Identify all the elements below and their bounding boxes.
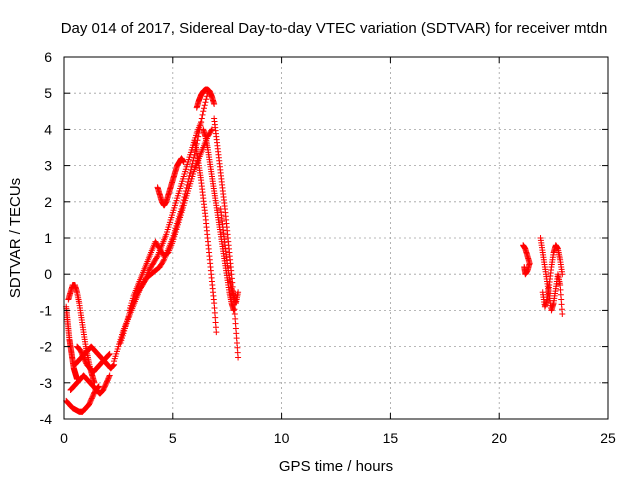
data-point: [200, 105, 207, 112]
x-tick-label: 10: [274, 430, 290, 446]
data-point: [195, 130, 202, 137]
data-point: [190, 154, 197, 161]
data-point: [559, 311, 566, 318]
y-tick-label: 4: [44, 121, 52, 137]
data-point: [109, 362, 116, 369]
series-rise-4: [154, 155, 187, 209]
data-point: [180, 158, 187, 165]
data-point: [191, 151, 198, 158]
data-point: [211, 101, 218, 108]
y-tick-label: -4: [40, 411, 53, 427]
data-point: [91, 379, 98, 386]
y-tick-label: 0: [44, 266, 52, 282]
data-point: [559, 271, 566, 278]
y-tick-label: -1: [40, 302, 53, 318]
y-tick-label: -3: [40, 375, 53, 391]
series-fall-2: [191, 137, 220, 336]
data-point: [153, 254, 160, 261]
series-night-a: [520, 242, 533, 278]
x-tick-label: 0: [60, 430, 68, 446]
series-fall-4: [217, 206, 242, 307]
data-marks: [63, 86, 566, 415]
data-point: [235, 354, 242, 361]
data-point: [160, 257, 167, 264]
data-point: [106, 350, 113, 357]
data-point: [110, 362, 117, 369]
y-tick-label: 1: [44, 230, 52, 246]
y-tick-label: 3: [44, 158, 52, 174]
data-point: [203, 96, 210, 103]
data-point: [197, 122, 204, 129]
data-point: [198, 115, 205, 122]
data-point: [106, 373, 113, 380]
data-point: [213, 329, 220, 336]
data-point: [186, 172, 193, 179]
grid: [64, 57, 608, 419]
x-tick-label: 5: [169, 430, 177, 446]
series-rise-1: [111, 119, 205, 365]
axis-ticks: 0 5 10 15 20 25 -4 -3 -2 -1 0 1 2 3 4 5 6: [40, 49, 616, 446]
data-point: [187, 169, 194, 176]
data-point: [235, 289, 242, 296]
series-track-c-left: [63, 303, 81, 383]
y-tick-label: -2: [40, 339, 53, 355]
data-point: [200, 108, 207, 115]
data-point: [74, 376, 81, 383]
data-point: [190, 157, 197, 164]
data-point: [195, 133, 202, 140]
x-axis-label: GPS time / hours: [279, 458, 393, 475]
data-point: [199, 111, 206, 118]
y-tick-label: 2: [44, 194, 52, 210]
data-point: [202, 99, 209, 106]
y-axis-label: SDTVAR / TECUs: [7, 178, 24, 298]
series-track-b-low: [67, 372, 113, 397]
chart-title: Day 014 of 2017, Sidereal Day-to-day VTE…: [61, 20, 608, 37]
y-tick-label: 6: [44, 49, 52, 65]
data-point: [208, 126, 215, 133]
data-point: [163, 250, 170, 257]
data-point: [95, 383, 102, 390]
data-point: [105, 352, 112, 359]
series-night-c: [539, 242, 566, 310]
series-peak-1: [193, 86, 218, 111]
x-tick-label: 25: [600, 430, 616, 446]
data-point: [230, 307, 237, 314]
series-track-d-left: [65, 282, 98, 386]
data-point: [106, 372, 113, 379]
x-tick-label: 20: [491, 430, 507, 446]
series-night-b: [537, 235, 566, 318]
x-tick-label: 15: [383, 430, 399, 446]
data-point: [198, 119, 205, 126]
data-point: [201, 102, 208, 109]
series-track-f-mid: [74, 343, 113, 375]
data-point: [106, 351, 113, 358]
y-tick-label: 5: [44, 85, 52, 101]
data-point: [521, 263, 528, 270]
